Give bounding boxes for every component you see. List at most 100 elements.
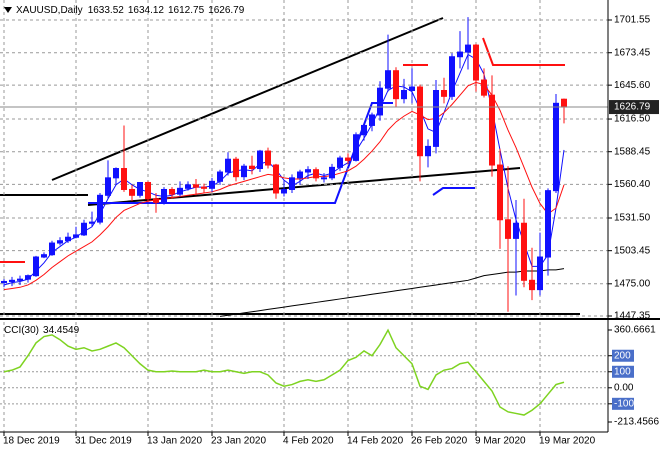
candle-body — [289, 177, 295, 190]
candle-body — [113, 168, 119, 179]
x-tick-label: 31 Dec 2019 — [75, 436, 132, 447]
candle-body — [393, 70, 399, 100]
symbol: XAUUSD,Daily — [16, 5, 83, 16]
main-plot — [0, 0, 608, 318]
candle-body — [81, 222, 87, 236]
symbol-header: XAUUSD,Daily 1633.52 1634.12 1612.75 1626.79 — [16, 5, 245, 16]
candle-body — [97, 194, 103, 223]
candle-body — [377, 87, 383, 116]
indicator-value: 34.4549 — [43, 325, 80, 336]
close-value: 1626.79 — [208, 5, 245, 16]
level-line — [482, 37, 565, 66]
candle-body — [241, 165, 247, 178]
candle-body — [353, 134, 359, 161]
candle-body — [545, 190, 551, 258]
high-value: 1634.12 — [128, 5, 165, 16]
level-label-box — [612, 365, 634, 378]
y-tick-label: 1475.00 — [614, 278, 651, 289]
indicator-name: CCI(30) — [4, 325, 39, 336]
y-tick-label: 1447.35 — [614, 311, 651, 322]
candle-body — [217, 171, 223, 182]
y-tick-label: 200 — [614, 350, 631, 361]
candle-body — [185, 184, 191, 189]
candle-body — [273, 164, 279, 194]
candle-body — [513, 222, 519, 239]
y-tick-label: 1673.45 — [614, 47, 651, 58]
x-tick-label: 18 Dec 2019 — [3, 436, 60, 447]
trend-line — [87, 167, 521, 206]
candle-body — [33, 256, 39, 277]
candle-body — [145, 181, 151, 200]
y-tick-label: -100 — [614, 398, 634, 409]
candle-body — [345, 157, 351, 161]
candle-body — [121, 168, 127, 190]
low-value: 1612.75 — [168, 5, 205, 16]
candle-body — [457, 51, 463, 58]
candle-body — [385, 70, 391, 89]
x-tick-label: 19 Mar 2020 — [539, 436, 596, 447]
candle-body — [473, 44, 479, 81]
candle-body — [321, 177, 327, 180]
open-value: 1633.52 — [88, 5, 125, 16]
candle-body — [65, 236, 71, 242]
x-tick-label: 13 Jan 2020 — [147, 436, 202, 447]
candle-body — [489, 94, 495, 166]
candle-body — [169, 188, 175, 195]
y-tick-label: 1645.60 — [614, 80, 651, 91]
candle-body — [265, 150, 271, 166]
candle-body — [17, 278, 23, 281]
candle-body — [521, 222, 527, 281]
y-tick-label: 360.6661 — [614, 325, 656, 336]
level-line — [432, 187, 475, 196]
y-tick-label: 0.00 — [614, 382, 634, 393]
candle-body — [441, 90, 447, 97]
candle-body — [73, 234, 79, 238]
candle-body — [305, 169, 311, 173]
candle-body — [41, 254, 47, 258]
x-tick-label: 4 Feb 2020 — [283, 436, 334, 447]
candle-body — [209, 180, 215, 189]
level-label-box — [612, 349, 634, 362]
candle-body — [105, 177, 111, 196]
x-tick-label: 14 Feb 2020 — [347, 436, 404, 447]
candle-body — [49, 242, 55, 256]
candle-body — [449, 56, 455, 97]
candle-body — [401, 90, 407, 100]
candle-body — [25, 275, 31, 280]
indicator-line — [3, 328, 565, 416]
y-tick-label: 100 — [614, 366, 631, 377]
cci-plot — [0, 322, 608, 432]
y-tick-label: 1560.40 — [614, 179, 651, 190]
candle-body — [505, 219, 511, 239]
candle-body — [201, 186, 207, 189]
candle-body — [249, 165, 255, 170]
candle-body — [369, 114, 375, 126]
cci-header: CCI(30) 34.4549 — [4, 325, 80, 336]
y-tick-label: 1701.55 — [614, 15, 651, 26]
trend-line — [51, 17, 444, 181]
candle-body — [409, 86, 415, 92]
candle-body — [137, 181, 143, 196]
menu-arrow[interactable] — [4, 7, 12, 13]
candle-body — [561, 98, 567, 108]
candle-body — [153, 198, 159, 203]
candle-body — [161, 188, 167, 203]
candle-body — [481, 79, 487, 96]
candle-body — [361, 124, 367, 136]
candle-body — [57, 240, 63, 244]
indicator-line — [3, 81, 565, 291]
candle-body — [553, 102, 559, 192]
candle-body — [89, 221, 95, 224]
candle-body — [129, 188, 135, 196]
candle-body — [193, 184, 199, 188]
candle-body — [297, 171, 303, 179]
x-tick-label: 26 Feb 2020 — [411, 436, 468, 447]
candle-body — [313, 169, 319, 179]
price-label: 1626.79 — [614, 102, 651, 113]
candle-body — [9, 279, 15, 282]
candle-body — [337, 157, 343, 168]
candle-body — [497, 164, 503, 221]
y-tick-label: 1503.45 — [614, 245, 651, 256]
y-tick-label: -213.4566 — [614, 417, 659, 428]
candle-body — [329, 166, 335, 179]
